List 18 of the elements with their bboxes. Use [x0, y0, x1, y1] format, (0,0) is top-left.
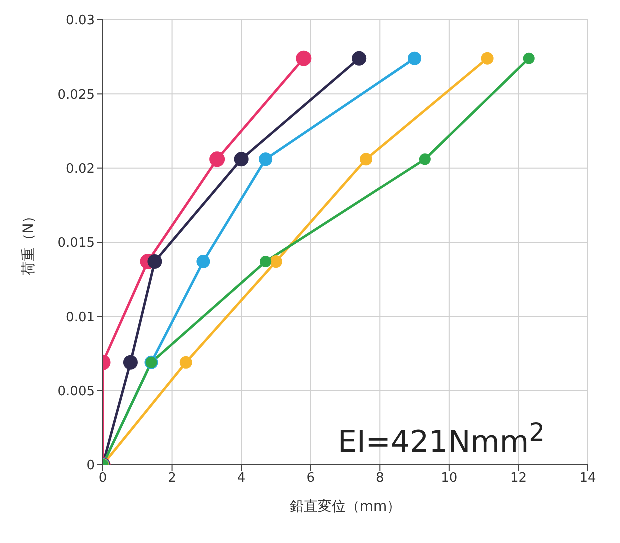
y-axis-title: 荷重（N）: [20, 209, 37, 276]
x-tick-label: 4: [237, 471, 246, 486]
y-tick-label: 0.03: [66, 14, 95, 29]
x-axis-title: 鉛直変位（mm）: [290, 499, 402, 515]
x-tick-label: 0: [98, 471, 108, 486]
x-tick-label: 10: [441, 471, 458, 486]
x-tick-label: 12: [510, 471, 527, 486]
y-tick-label: 0: [86, 458, 95, 474]
annotation: EI=421Nmm$^{2}$: [338, 418, 545, 460]
y-tick-label: 0.01: [66, 310, 95, 326]
y-tick-label: 0.025: [58, 88, 95, 103]
y-tick-label: 0.02: [66, 162, 95, 177]
x-tick-label: 14: [580, 471, 596, 486]
y-tick-label: 0.015: [58, 236, 95, 252]
x-tick-label: 6: [306, 471, 315, 486]
x-tick-label: 2: [168, 471, 176, 486]
y-tick-label: 0.005: [58, 384, 95, 400]
x-tick-label: 8: [376, 471, 384, 486]
